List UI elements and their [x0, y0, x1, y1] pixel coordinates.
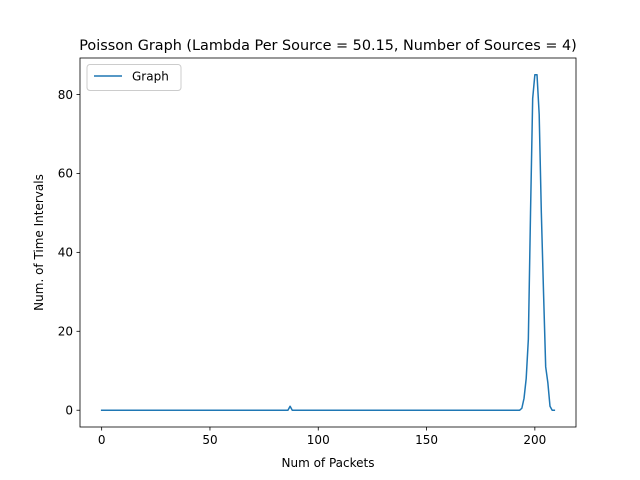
legend-series-label: Graph [132, 70, 169, 84]
y-tick-label: 80 [58, 88, 73, 102]
y-tick-label: 40 [58, 246, 73, 260]
y-axis-ticks: 0 20 40 60 80 [58, 88, 80, 418]
x-axis-ticks: 0 50 100 150 200 [98, 427, 546, 447]
legend-box [86, 64, 182, 91]
y-tick-label: 20 [58, 325, 73, 339]
y-axis-label: Num. of Time Intervals [32, 174, 46, 311]
x-tick-label: 100 [307, 433, 330, 447]
series-layer [100, 74, 556, 411]
y-tick-label: 0 [65, 404, 73, 418]
x-tick-label: 50 [202, 433, 217, 447]
x-tick-label: 200 [523, 433, 546, 447]
plot-area-background [80, 58, 576, 427]
legend: Graph [86, 64, 182, 91]
plot-area [79, 57, 577, 428]
x-tick-label: 150 [415, 433, 438, 447]
x-tick-label: 0 [98, 433, 106, 447]
series-line-graph [100, 74, 556, 411]
x-axis-label: Num of Packets [282, 456, 375, 470]
chart-title: Poisson Graph (Lambda Per Source = 50.15… [79, 38, 577, 54]
y-tick-label: 60 [58, 167, 73, 181]
axes-frame [79, 57, 577, 428]
